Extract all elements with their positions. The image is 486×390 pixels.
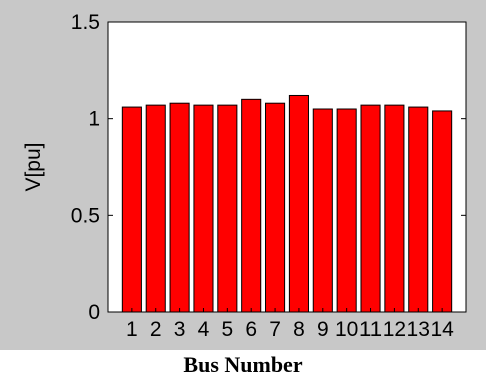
bar-bus-6: [241, 98, 262, 313]
x-tick-label: 5: [221, 318, 233, 341]
x-tick-label: 11: [359, 318, 382, 341]
x-tick-label: 4: [198, 318, 210, 341]
bar-bus-13: [408, 106, 429, 313]
y-tick-label: 1: [88, 108, 100, 131]
bar-bus-1: [121, 106, 142, 313]
bar-bus-2: [145, 104, 166, 313]
x-tick-label: 2: [150, 318, 162, 341]
bar-bus-11: [360, 104, 381, 313]
x-tick-label: 13: [407, 318, 430, 341]
bar-bus-14: [432, 110, 453, 313]
bar-bus-12: [384, 104, 405, 313]
x-tick-label: 7: [269, 318, 281, 341]
bars-group: [121, 94, 453, 313]
x-tick-label: 12: [383, 318, 406, 341]
x-tick-label: 8: [293, 318, 305, 341]
x-axis: 1 2 3 4 5 6 7 8 9 10 11 12 13 14: [126, 308, 454, 341]
x-tick-label: 3: [174, 318, 186, 341]
bar-bus-8: [288, 94, 309, 313]
plot-area: [107, 21, 467, 313]
x-tick-label: 1: [126, 318, 138, 341]
bar-bus-5: [217, 104, 238, 313]
bar-bus-4: [193, 104, 214, 313]
x-tick-label: 14: [430, 318, 454, 341]
x-tick-label: 6: [245, 318, 257, 341]
x-axis-label: Bus Number: [183, 352, 303, 377]
y-axis: 0 0.5 1 1.5: [71, 11, 466, 324]
bar-bus-10: [336, 108, 357, 313]
bar-bus-3: [169, 102, 190, 313]
y-tick-label: 1.5: [71, 11, 100, 34]
y-axis-label: V[pu]: [22, 142, 45, 191]
bar-chart: 00.511.5 1 2 3 4 5 6 7 8 9 10 11 12 13 14 V[pu]: [0, 0, 486, 350]
y-tick-label: 0: [88, 301, 100, 324]
y-tick-label: 0.5: [71, 204, 100, 227]
x-tick-label: 10: [335, 318, 358, 341]
bar-bus-7: [265, 102, 286, 313]
x-tick-label: 9: [317, 318, 329, 341]
bar-bus-9: [312, 108, 333, 313]
